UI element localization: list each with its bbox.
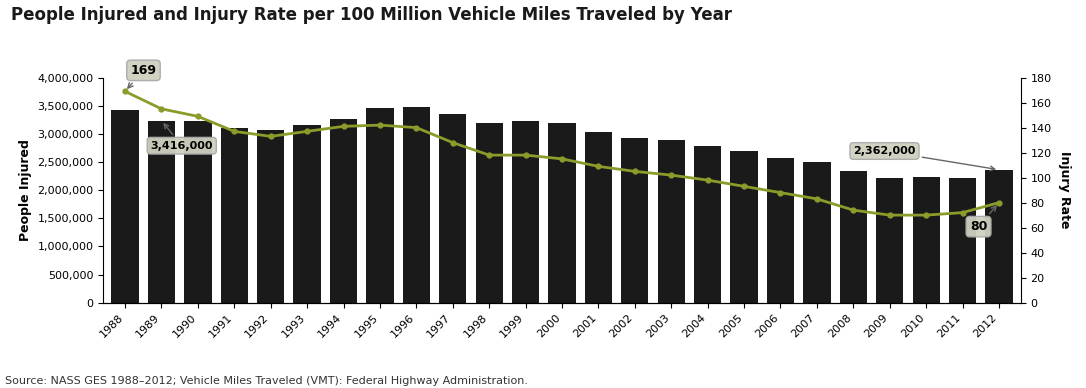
Bar <box>293 125 320 303</box>
Text: 80: 80 <box>970 206 996 233</box>
Text: 169: 169 <box>128 64 156 88</box>
Text: People Injured and Injury Rate per 100 Million Vehicle Miles Traveled by Year: People Injured and Injury Rate per 100 M… <box>11 6 732 24</box>
Y-axis label: Injury Rate: Injury Rate <box>1058 151 1071 229</box>
Bar <box>658 140 685 303</box>
Bar <box>330 119 357 303</box>
Bar <box>767 158 794 303</box>
Bar <box>257 130 285 303</box>
Text: 3,416,000: 3,416,000 <box>151 124 213 151</box>
Bar <box>985 170 1012 303</box>
Bar <box>694 146 721 303</box>
Bar <box>366 108 393 303</box>
Bar <box>220 128 248 303</box>
Text: Source: NASS GES 1988–2012; Vehicle Miles Traveled (VMT): Federal Highway Admini: Source: NASS GES 1988–2012; Vehicle Mile… <box>5 376 529 386</box>
Bar <box>949 178 976 303</box>
Bar <box>512 121 540 303</box>
Bar <box>876 178 904 303</box>
Bar <box>185 121 212 303</box>
Bar <box>621 138 648 303</box>
Bar <box>403 107 430 303</box>
Bar <box>548 123 576 303</box>
Y-axis label: People Injured: People Injured <box>18 139 31 241</box>
Bar <box>439 114 466 303</box>
Bar <box>112 111 139 303</box>
Bar <box>804 163 831 303</box>
Bar <box>839 171 867 303</box>
Bar <box>584 132 613 303</box>
Text: 2,362,000: 2,362,000 <box>854 146 995 171</box>
Bar <box>148 121 175 303</box>
Bar <box>476 123 503 303</box>
Bar <box>912 177 939 303</box>
Bar <box>731 151 758 303</box>
